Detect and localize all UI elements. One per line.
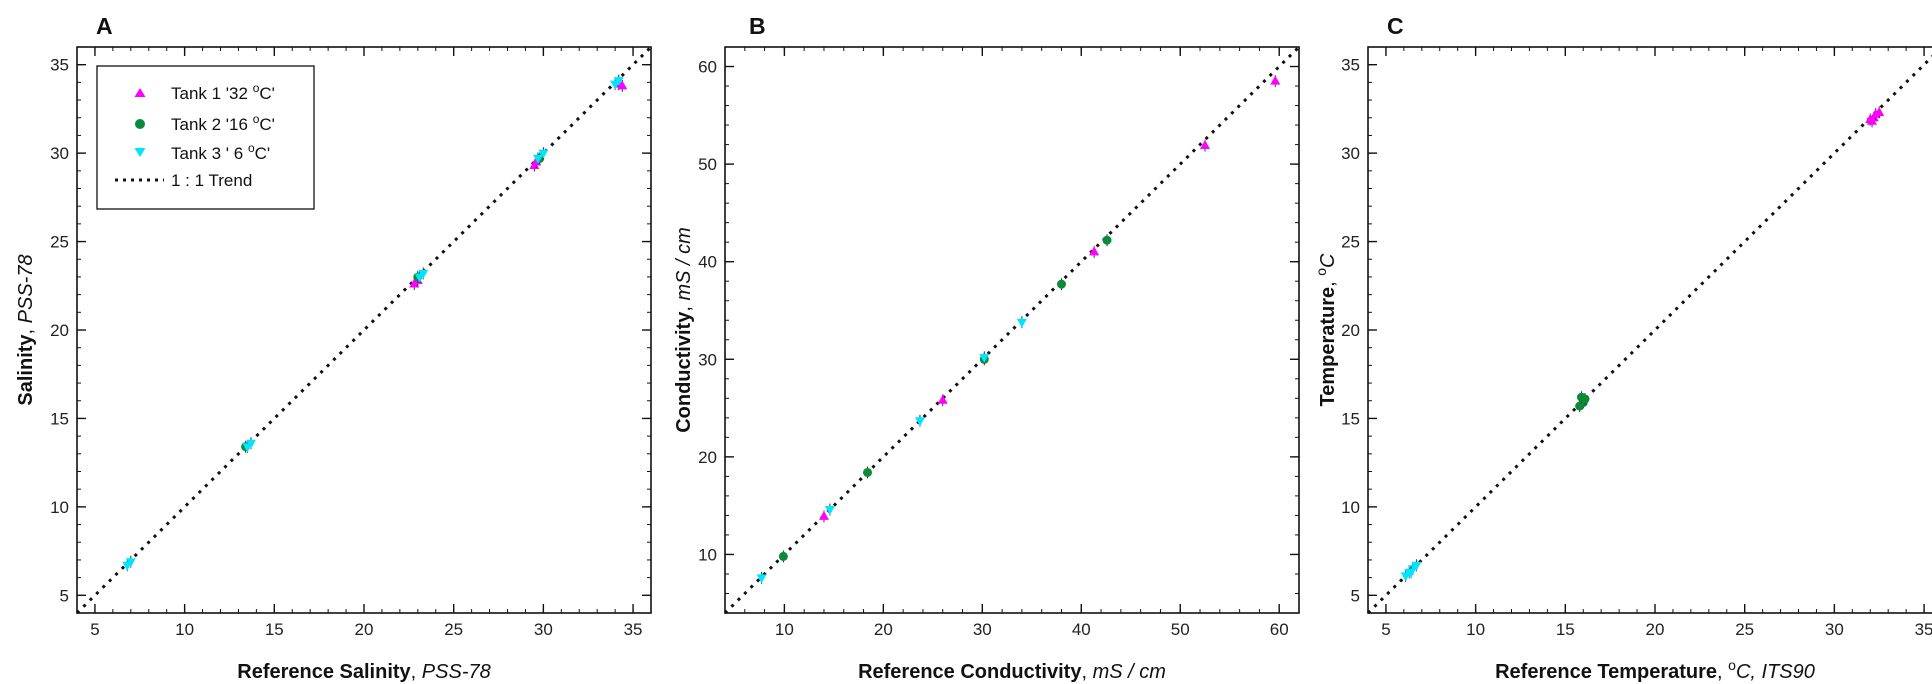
marks-c: 5 10 15 20 25 30 35 5 10 15 20 25 30 35 [1341,46,1932,639]
y-tick-label: 20 [50,321,69,340]
point-tank1 [937,394,948,404]
point-tank3 [613,77,624,87]
legend-marker-tank2 [135,119,145,129]
legend-label-tank2: Tank 2 '16 oC' [171,112,275,134]
legend-label-trend: 1 : 1 Trend [171,171,252,190]
y-axis-title-b: Conductivity, mS / cm [673,227,695,433]
legend-marker-tank1 [134,88,146,97]
y-axis-title-c: Temperature, oC [1313,253,1339,407]
legend-marker-tank3 [134,148,146,157]
point-tank3 [538,149,549,159]
x-tick-label: 10 [775,620,794,639]
point-tank3 [418,269,429,279]
point-tank3 [1411,561,1422,571]
point-tank2 [778,551,788,561]
x-tick-label: 35 [1915,620,1932,639]
point-tank3 [914,417,925,427]
x-axis-title-a: Reference Salinity, PSS-78 [237,661,490,683]
x-tick-label: 50 [1171,620,1190,639]
x-tick-label: 60 [1270,620,1289,639]
point-tank3 [532,154,543,164]
point-tank3 [824,506,835,516]
x-tick-label: 20 [874,620,893,639]
y-tick-label: 15 [50,409,69,428]
y-tick-label: 10 [1341,498,1360,517]
y-tick-label: 15 [1341,409,1360,428]
point-tank2 [1056,279,1066,289]
y-tick-label: 5 [60,586,69,605]
y-tick-label: 60 [698,58,717,77]
x-tick-label: 35 [624,620,643,639]
y-tick-label: 50 [698,155,717,174]
plot-frame-b [724,46,1300,614]
point-tank2 [1102,235,1112,245]
y-tick-label: 40 [698,253,717,272]
x-tick-label: 25 [444,620,463,639]
x-tick-label: 20 [355,620,374,639]
panel-letter-c: C [1387,13,1404,39]
point-tank1 [1199,140,1210,150]
x-tick-label: 40 [1072,620,1091,639]
marks-b: 10 20 30 40 50 60 10 20 30 40 50 60 [698,45,1301,639]
y-tick-label: 30 [50,144,69,163]
x-tick-label: 10 [175,620,194,639]
point-tank3 [245,439,256,449]
x-tick-label: 30 [973,620,992,639]
point-tank1 [1874,106,1885,116]
y-tick-label: 30 [1341,144,1360,163]
legend: Tank 1 '32 oC' Tank 2 '16 oC' Tank 3 ' 6… [96,65,315,210]
point-tank1 [1089,246,1100,256]
point-tank1 [1270,75,1281,85]
y-tick-label: 30 [698,350,717,369]
point-tank1 [1867,115,1878,125]
x-tick-label: 10 [1466,620,1485,639]
point-tank3 [125,558,136,568]
x-tick-label: 15 [1556,620,1575,639]
y-tick-label: 20 [698,448,717,467]
x-tick-label: 30 [534,620,553,639]
y-tick-label: 20 [1341,321,1360,340]
x-tick-label: 20 [1646,620,1665,639]
panel-letter-b: B [749,13,766,39]
x-tick-label: 25 [1735,620,1754,639]
point-tank3 [979,353,990,363]
y-tick-label: 25 [50,233,69,252]
x-tick-label: 5 [1381,620,1390,639]
point-tank2 [1576,392,1586,402]
point-tank1 [818,510,829,520]
panel-b: B 10 20 30 40 50 60 10 20 30 40 50 60 Reference Con… [673,13,1301,683]
x-axis-title-b: Reference Conductivity, mS / cm [858,661,1166,683]
legend-label-tank3: Tank 3 ' 6 oC' [171,141,270,163]
y-axis-title-a: Salinity, PSS-78 [15,254,37,405]
y-tick-label: 35 [1341,56,1360,75]
point-tank2 [863,467,873,477]
legend-label-tank1: Tank 1 '32 oC' [171,81,275,103]
y-tick-label: 10 [698,545,717,564]
marks-a: 5 10 15 20 25 30 35 5 10 15 20 25 30 35 [50,45,653,639]
y-tick-label: 5 [1351,586,1360,605]
point-tank3 [756,574,767,584]
y-tick-label: 10 [50,498,69,517]
trend-line-1to1 [723,45,1301,615]
x-tick-label: 5 [90,620,99,639]
legend-box [96,65,315,210]
y-tick-label: 35 [50,56,69,75]
x-tick-label: 15 [265,620,284,639]
trend-line-1to1 [1366,54,1932,615]
panel-letter-a: A [96,13,113,39]
x-axis-title-c: Reference Temperature, oC, ITS90 [1495,657,1815,683]
point-tank3 [1406,568,1417,578]
x-tick-label: 30 [1825,620,1844,639]
panel-c: C 5 10 15 20 25 30 35 5 10 15 20 25 30 35 Reference T… [1313,13,1932,683]
point-tank1 [617,80,628,90]
point-tank3 [1016,318,1027,328]
y-tick-label: 25 [1341,233,1360,252]
panel-a: A 5 10 15 20 25 30 35 5 10 15 20 25 30 35 Reference S… [15,13,653,683]
